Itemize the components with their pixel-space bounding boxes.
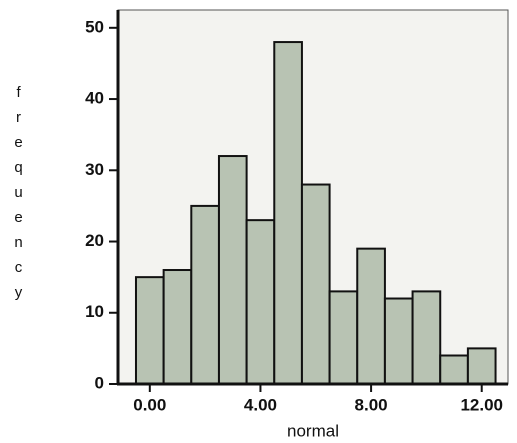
x-tick-label: 8.00: [355, 395, 388, 414]
x-tick-label: 4.00: [244, 395, 277, 414]
bar: [328, 290, 359, 385]
bar: [466, 347, 497, 385]
x-axis-label: normal: [287, 421, 339, 440]
y-tick-label: 20: [85, 231, 104, 250]
bar: [439, 354, 469, 385]
x-tick-label: 12.00: [460, 395, 503, 414]
y-axis-label: frequency: [10, 84, 27, 309]
bar: [383, 297, 414, 385]
bar: [300, 183, 331, 385]
bar: [245, 219, 276, 385]
bar: [190, 204, 220, 385]
bar: [134, 276, 165, 385]
bar: [411, 290, 442, 385]
y-tick-label: 50: [85, 17, 104, 36]
x-tick-label: 0.00: [133, 395, 166, 414]
bar: [356, 247, 386, 385]
bar: [162, 269, 193, 385]
bar: [273, 41, 303, 386]
y-tick-label: 30: [85, 160, 104, 179]
bar: [217, 155, 248, 385]
y-tick-label: 40: [85, 89, 104, 108]
y-tick-label: 0: [95, 373, 104, 392]
y-tick-label: 10: [85, 302, 104, 321]
